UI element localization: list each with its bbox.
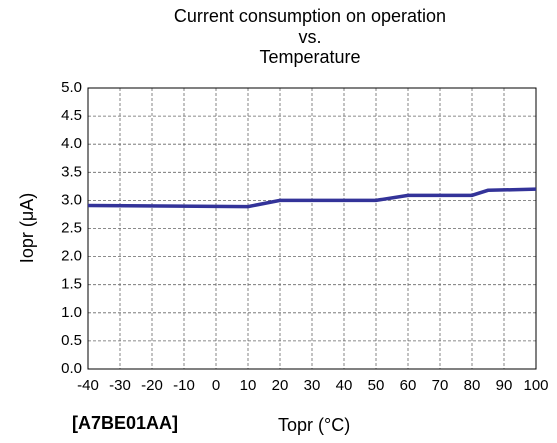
y-tick-label: 4.0 xyxy=(61,135,82,152)
y-tick-label: 2.5 xyxy=(61,219,82,236)
chart-title: Current consumption on operation xyxy=(174,6,446,26)
y-tick-label: 0.5 xyxy=(61,332,82,349)
plot-border xyxy=(87,87,537,370)
x-tick-label: -30 xyxy=(109,377,131,394)
y-tick-label: 0.0 xyxy=(61,360,82,377)
data-line xyxy=(87,187,537,209)
x-tick-label: 60 xyxy=(400,377,417,394)
y-tick-label: 3.5 xyxy=(61,163,82,180)
x-tick-label: -40 xyxy=(77,377,99,394)
x-tick-label: 70 xyxy=(432,377,449,394)
annotation: [A7BE01AA] xyxy=(72,413,178,433)
x-axis-label: Topr (°C) xyxy=(278,415,350,435)
chart-title: Temperature xyxy=(259,47,360,67)
y-axis-label: Iopr (μA) xyxy=(17,193,37,263)
x-tick-label: 10 xyxy=(240,377,257,394)
x-tick-label: 100 xyxy=(523,377,548,394)
x-tick-label: 20 xyxy=(272,377,289,394)
x-tick-label: 30 xyxy=(304,377,321,394)
y-tick-label: 1.0 xyxy=(61,304,82,321)
x-tick-label: 80 xyxy=(464,377,481,394)
y-tick-label: 3.0 xyxy=(61,191,82,208)
x-tick-label: -20 xyxy=(141,377,163,394)
x-tick-label: 40 xyxy=(336,377,353,394)
x-tick-label: 50 xyxy=(368,377,385,394)
chart-title: vs. xyxy=(298,27,321,47)
y-tick-label: 4.5 xyxy=(61,107,82,124)
x-tick-label: 0 xyxy=(212,377,220,394)
y-tick-label: 2.0 xyxy=(61,248,82,265)
y-tick-label: 1.5 xyxy=(61,276,82,293)
y-tick-label: 5.0 xyxy=(61,79,82,96)
x-tick-label: -10 xyxy=(173,377,195,394)
x-tick-label: 90 xyxy=(496,377,513,394)
